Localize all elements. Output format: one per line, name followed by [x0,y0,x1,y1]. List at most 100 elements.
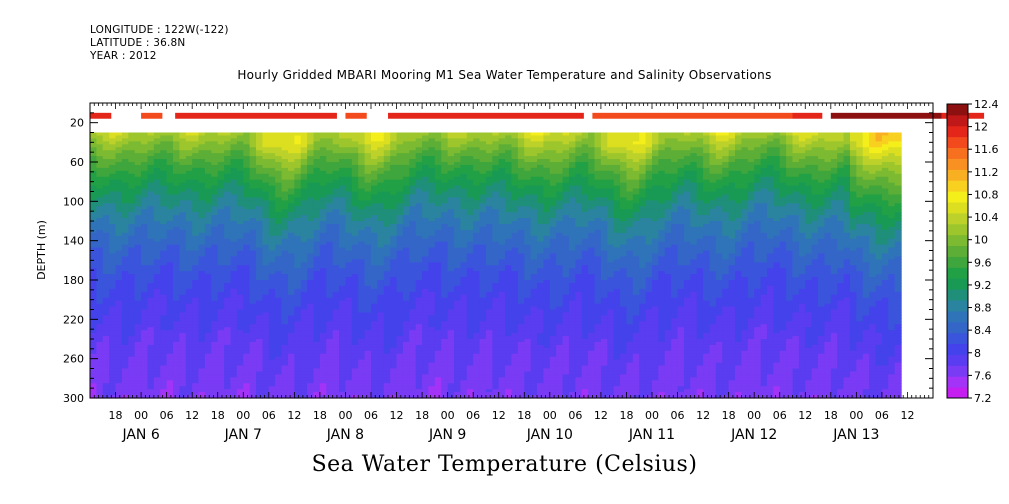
x-date-label: JAN 11 [628,427,675,443]
x-tick-label: 12 [492,409,506,422]
colorbar-variable-title: Sea Water Temperature (Celsius) [311,452,698,477]
colorbar-swatch [947,343,968,355]
colorbar-swatch [947,136,968,149]
x-tick-label: 06 [773,409,787,422]
x-tick-label: 12 [900,409,914,422]
x-tick-label: 18 [109,409,123,422]
x-date-label: JAN 12 [730,427,777,443]
y-tick-label: 220 [63,313,84,326]
colorbar-swatch [947,191,968,203]
x-tick-label: 00 [441,409,455,422]
surface-band-segment [141,112,163,119]
x-tick-label: 00 [543,409,557,422]
colorbar-swatch [947,332,968,345]
x-tick-label: 06 [568,409,582,422]
colorbar-swatch [947,158,968,170]
x-tick-label: 06 [262,409,276,422]
colorbar-swatch [947,354,968,366]
y-tick-label: 260 [63,353,84,366]
x-tick-label: 18 [824,409,838,422]
x-date-label: JAN 10 [526,427,573,443]
year-label: YEAR : 2012 [90,50,157,62]
colorbar-swatch [947,278,968,290]
y-tick-label: 180 [63,274,84,287]
surface-band-segment [175,112,337,119]
x-tick-label: 12 [390,409,404,422]
x-axis: 18 00 06 12 18 00 06 12 18 00 06 12 18 00 06 12 18 00 06 12… [93,103,930,443]
y-axis-title: DEPTH (m) [35,220,48,280]
colorbar-swatch [947,169,968,181]
colorbar-swatch [947,180,968,192]
x-tick-label: 00 [645,409,659,422]
x-tick-label: 06 [466,409,480,422]
colorbar-label: 12.4 [974,98,999,111]
chart-title: Hourly Gridded MBARI Mooring M1 Sea Wate… [237,68,772,82]
x-tick-label: 12 [798,409,812,422]
x-tick-label: 06 [875,409,889,422]
x-date-label: JAN 7 [224,427,262,443]
x-tick-label: 00 [338,409,352,422]
colorbar-swatch [947,365,968,377]
colorbar-swatch [947,376,968,388]
x-tick-label: 18 [211,409,225,422]
surface-band-segment [792,112,823,119]
x-tick-label: 12 [696,409,710,422]
x-tick-label: 12 [287,409,301,422]
y-tick-label: 20 [70,117,84,130]
colorbar-swatch [947,289,968,301]
x-tick-label: 18 [415,409,429,422]
colorbar-swatch [947,202,968,214]
y-tick-label: 140 [63,235,84,248]
colorbar-label: 12 [974,121,988,134]
latitude-label: LATITUDE : 36.8N [90,37,186,49]
y-tick-label: 300 [63,392,84,405]
surface-band-segment [388,112,584,119]
colorbar-swatch [947,223,968,236]
surface-band-segment [90,112,112,119]
contour-field [90,132,902,399]
colorbar-swatch [947,310,968,323]
x-tick-label: 00 [747,409,761,422]
colorbar-swatch [947,267,968,279]
colorbar-label: 8.4 [974,324,992,337]
y-axis: 20 60 100 140 180 220 260 300 [63,112,933,405]
x-tick-label: 06 [671,409,685,422]
longitude-label: LONGITUDE : 122W(-122) [90,24,229,36]
surface-band [90,112,985,119]
x-date-label: JAN 13 [832,427,879,443]
colorbar: 7.2 7.6 8 8.4 8.8 9.2 9.6 10 10.4 10.8 11.2 11.6 12 1… [946,98,999,405]
x-tick-label: 18 [313,409,327,422]
x-tick-label: 18 [619,409,633,422]
y-tick-label: 100 [63,195,84,208]
colorbar-label: 10.8 [974,188,999,201]
x-tick-label: 00 [134,409,148,422]
surface-band-segment [592,112,793,119]
colorbar-swatch [947,147,968,159]
colorbar-label: 11.6 [974,143,999,156]
colorbar-swatch [947,256,968,268]
colorbar-frame [946,103,969,399]
colorbar-label: 9.2 [974,279,992,292]
colorbar-label: 8 [974,347,981,360]
surface-band-segment [830,112,942,119]
colorbar-swatch [947,245,968,257]
x-date-label: JAN 6 [121,427,159,443]
colorbar-label: 11.2 [974,166,999,179]
colorbar-label: 7.6 [974,369,992,382]
x-date-label: JAN 9 [428,427,466,443]
x-tick-label: 12 [185,409,199,422]
x-tick-label: 00 [236,409,250,422]
colorbar-label: 10 [974,234,988,247]
colorbar-label: 8.8 [974,302,992,315]
colorbar-label: 9.6 [974,256,992,269]
colorbar-swatch [947,300,968,312]
x-tick-label: 12 [594,409,608,422]
x-tick-label: 18 [517,409,531,422]
x-tick-label: 06 [364,409,378,422]
colorbar-swatch [947,234,968,247]
colorbar-swatch [947,114,968,127]
colorbar-swatch [947,212,968,225]
x-tick-label: 00 [849,409,863,422]
x-tick-label: 18 [722,409,736,422]
